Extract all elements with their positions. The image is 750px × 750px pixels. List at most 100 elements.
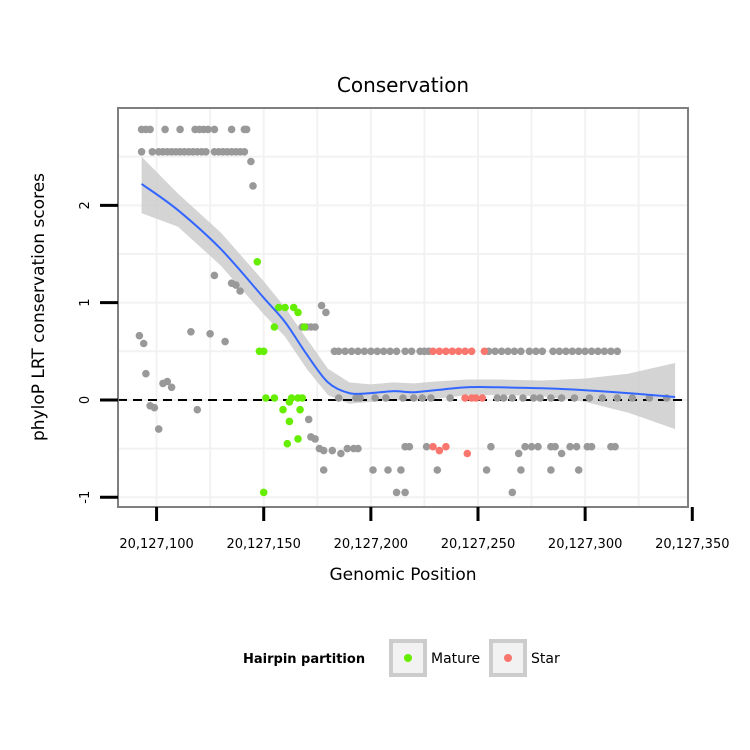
- data-point-other: [227, 125, 236, 134]
- confidence-ribbon-layer: [141, 156, 676, 430]
- legend-dot-star: [504, 654, 512, 662]
- x-tick-label: 20,127,200: [334, 537, 408, 552]
- data-point-other: [397, 466, 405, 474]
- data-point-other: [382, 394, 390, 402]
- data-point-other: [373, 347, 382, 356]
- data-point-other: [163, 377, 172, 386]
- data-point-star: [463, 449, 472, 458]
- data-point-other: [146, 125, 154, 134]
- data-point-mature: [253, 258, 262, 266]
- data-point-other: [645, 394, 654, 402]
- data-point-other: [202, 148, 210, 156]
- data-point-star: [480, 347, 489, 356]
- data-point-mature: [274, 303, 283, 312]
- data-point-other: [221, 337, 229, 346]
- data-point-other: [497, 347, 506, 356]
- data-point-other: [547, 394, 555, 402]
- data-point-other: [322, 308, 330, 317]
- data-point-other: [493, 394, 502, 402]
- data-point-other: [401, 488, 409, 497]
- data-point-other: [249, 182, 257, 190]
- data-point-other: [386, 347, 394, 356]
- data-point-other: [409, 394, 418, 402]
- data-point-mature: [285, 417, 294, 426]
- data-point-other: [525, 347, 534, 356]
- data-point-mature: [281, 303, 289, 312]
- data-point-other: [139, 339, 148, 348]
- data-point-other: [319, 466, 328, 474]
- data-point-mature: [279, 405, 287, 414]
- data-point-star: [435, 446, 444, 455]
- data-point-other: [487, 442, 495, 451]
- data-point-star: [454, 347, 463, 356]
- data-point-star: [478, 394, 487, 402]
- data-point-other: [137, 148, 146, 156]
- data-point-mature: [289, 303, 298, 312]
- data-point-other: [347, 347, 356, 356]
- data-point-other: [311, 435, 319, 443]
- legend-dot-mature: [404, 654, 412, 662]
- data-point-other: [354, 444, 362, 453]
- data-point-other: [519, 394, 527, 402]
- data-point-other: [549, 347, 557, 356]
- data-point-star: [442, 442, 450, 451]
- data-point-other: [142, 369, 150, 378]
- data-point-other: [529, 394, 538, 402]
- x-tick-label: 20,127,350: [655, 537, 729, 552]
- data-point-other: [585, 394, 594, 402]
- data-point-star: [442, 347, 450, 356]
- axes: 20,127,100 20,127,150 20,127,200 20,127,250…: [78, 201, 730, 552]
- legend: Hairpin partition Mature Star: [243, 639, 560, 677]
- data-point-other: [154, 425, 163, 433]
- data-point-star: [461, 394, 469, 402]
- x-tick-label: 20,127,100: [119, 537, 193, 552]
- smooth-line-layer: [141, 183, 676, 398]
- data-point-mature: [294, 308, 302, 317]
- data-point-other: [356, 394, 364, 402]
- data-point-other: [562, 347, 570, 356]
- data-point-other: [392, 488, 401, 497]
- y-axis-title: phyloP LRT conservation scores: [29, 173, 49, 441]
- data-point-other: [508, 394, 517, 402]
- data-point-other: [538, 347, 547, 356]
- data-point-other: [148, 148, 157, 156]
- data-point-other: [521, 442, 529, 451]
- data-point-other: [510, 347, 519, 356]
- data-point-other: [446, 394, 454, 402]
- data-point-star: [429, 347, 437, 356]
- data-point-other: [210, 271, 219, 280]
- smooth-line: [141, 183, 676, 398]
- data-point-other: [176, 125, 184, 134]
- legend-title: Hairpin partition: [243, 652, 365, 667]
- data-point-other: [594, 347, 602, 356]
- data-point-other: [547, 466, 555, 474]
- data-point-other: [317, 301, 326, 310]
- data-point-other: [557, 394, 566, 402]
- data-point-other: [613, 347, 622, 356]
- data-point-other: [568, 347, 577, 356]
- data-point-other: [508, 488, 517, 497]
- data-point-other: [613, 394, 622, 402]
- data-point-mature: [298, 394, 307, 402]
- data-point-other: [354, 347, 362, 356]
- data-point-other: [517, 466, 525, 474]
- x-tick-label: 20,127,300: [548, 537, 622, 552]
- data-point-mature: [270, 394, 279, 402]
- data-point-other: [311, 323, 319, 331]
- data-point-mature: [300, 323, 309, 331]
- data-point-other: [581, 347, 589, 356]
- data-point-other: [242, 125, 251, 134]
- data-point-other: [517, 347, 525, 356]
- x-axis-title: Genomic Position: [329, 565, 476, 585]
- data-point-other: [482, 466, 491, 474]
- legend-label-star: Star: [531, 651, 560, 667]
- data-point-other: [574, 347, 583, 356]
- data-point-other: [587, 442, 596, 451]
- data-point-star: [435, 347, 444, 356]
- data-point-other: [319, 446, 328, 455]
- data-point-other: [628, 394, 637, 402]
- data-point-other: [570, 394, 579, 402]
- data-point-other: [572, 442, 581, 451]
- data-point-other: [236, 287, 244, 295]
- data-point-other: [557, 449, 566, 458]
